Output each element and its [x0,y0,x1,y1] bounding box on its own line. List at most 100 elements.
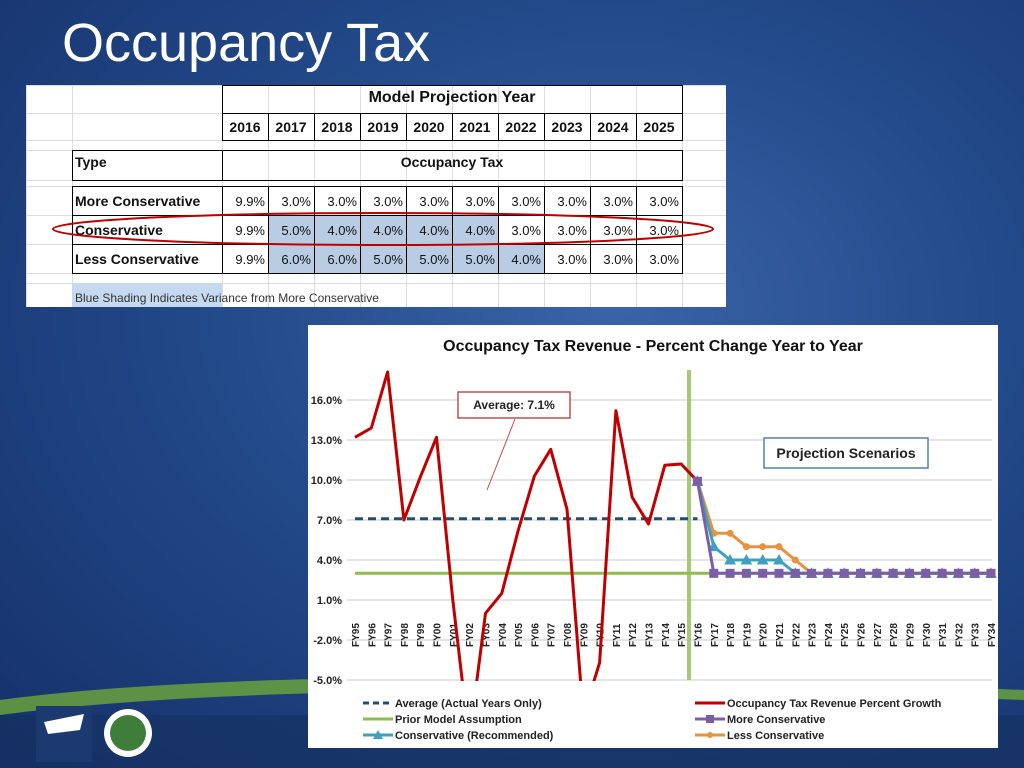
x-tick-label: FY32 [954,623,965,647]
cell-value: 3.0% [465,194,495,209]
variance-shading [498,244,544,273]
year-label: 2020 [413,119,445,135]
cell-value: 4.0% [465,223,495,238]
x-tick-label: FY06 [530,623,541,647]
cell-value: 6.0% [327,252,357,267]
x-tick-label: FY14 [661,623,672,647]
x-tick-label: FY11 [612,623,623,647]
x-tick-label: FY03 [481,623,492,647]
x-tick-label: FY29 [905,623,916,647]
x-tick-label: FY96 [367,623,378,647]
y-tick-label: 16.0% [311,395,342,407]
marker-circle [791,556,799,564]
legend-label: Less Conservative [727,730,824,742]
marker-square [807,568,817,578]
x-tick-label: FY22 [791,623,802,647]
year-label: 2022 [505,119,537,135]
x-tick-label: FY21 [775,623,786,647]
marker-circle [726,529,734,537]
marker-square [856,568,866,578]
legend-marker [706,715,714,723]
chart-panel [308,325,998,748]
marker-square [872,568,882,578]
marker-square [937,568,947,578]
marker-square [823,568,833,578]
marker-circle [742,543,750,551]
year-label: 2016 [229,119,261,135]
legend-label: Average (Actual Years Only) [395,698,542,710]
table-note: Blue Shading Indicates Variance from Mor… [75,291,379,305]
marker-triangle [724,553,736,565]
row-name: More Conservative [75,193,201,209]
y-tick-label: 1.0% [317,595,342,607]
marker-square [774,568,784,578]
marker-square [758,568,768,578]
cell-value: 9.9% [235,194,265,209]
y-tick-label: -5.0% [313,675,342,687]
x-tick-label: FY12 [628,623,639,647]
variance-shading [360,244,406,273]
cell-value: 3.0% [649,223,679,238]
x-tick-label: FY00 [433,623,444,647]
legend-label: More Conservative [727,714,825,726]
x-tick-label: FY30 [922,623,933,647]
cell-value: 4.0% [327,223,357,238]
x-tick-label: FY09 [579,623,590,647]
row-name: Less Conservative [75,251,199,267]
x-tick-label: FY34 [987,623,998,647]
cell-value: 3.0% [327,194,357,209]
cell-value: 3.0% [557,194,587,209]
marker-square [953,568,963,578]
annotation-box [763,437,929,469]
x-tick-label: FY20 [759,623,770,647]
year-label: 2019 [367,119,399,135]
x-tick-label: FY28 [889,623,900,647]
variance-shading [406,244,452,273]
x-tick-label: FY97 [384,623,395,647]
variance-shading [406,215,452,244]
x-tick-label: FY99 [416,623,427,647]
x-tick-label: FY98 [400,623,411,647]
marker-square [970,568,980,578]
cell-value: 6.0% [281,252,311,267]
series-line [354,370,699,681]
x-tick-label: FY16 [693,623,704,647]
marker-square [839,568,849,578]
logo-mark [44,714,84,734]
x-tick-label: FY27 [873,623,884,647]
cell-value: 4.0% [511,252,541,267]
x-tick-label: FY02 [465,623,476,647]
variance-shading [452,215,498,244]
cell-value: 3.0% [281,194,311,209]
year-label: 2024 [597,119,629,135]
marker-triangle [773,553,785,565]
marker-square [888,568,898,578]
cell-value: 3.0% [603,194,633,209]
x-tick-label: FY05 [514,623,525,647]
variance-shading [314,215,360,244]
cell-value: 3.0% [557,223,587,238]
note-shading [72,283,222,307]
cell-value: 3.0% [649,252,679,267]
legend-marker [707,732,713,738]
marker-square [921,568,931,578]
marker-triangle [756,553,769,565]
y-tick-label: -2.0% [313,635,342,647]
y-tick-label: 13.0% [311,435,342,447]
year-label: 2017 [275,119,307,135]
cell-value: 9.9% [235,252,265,267]
logo-seal-inner [110,715,146,751]
cell-value: 5.0% [281,223,311,238]
marker-square [692,476,702,486]
y-tick-label: 10.0% [311,475,342,487]
table-grid [26,85,726,307]
year-label: 2023 [551,119,583,135]
x-tick-label: FY17 [710,623,721,647]
variance-shading [268,244,314,273]
group-header: Occupancy Tax [400,154,504,170]
slide-title: Occupancy Tax [62,13,431,73]
cell-value: 3.0% [557,252,587,267]
type-header: Type [75,154,107,170]
